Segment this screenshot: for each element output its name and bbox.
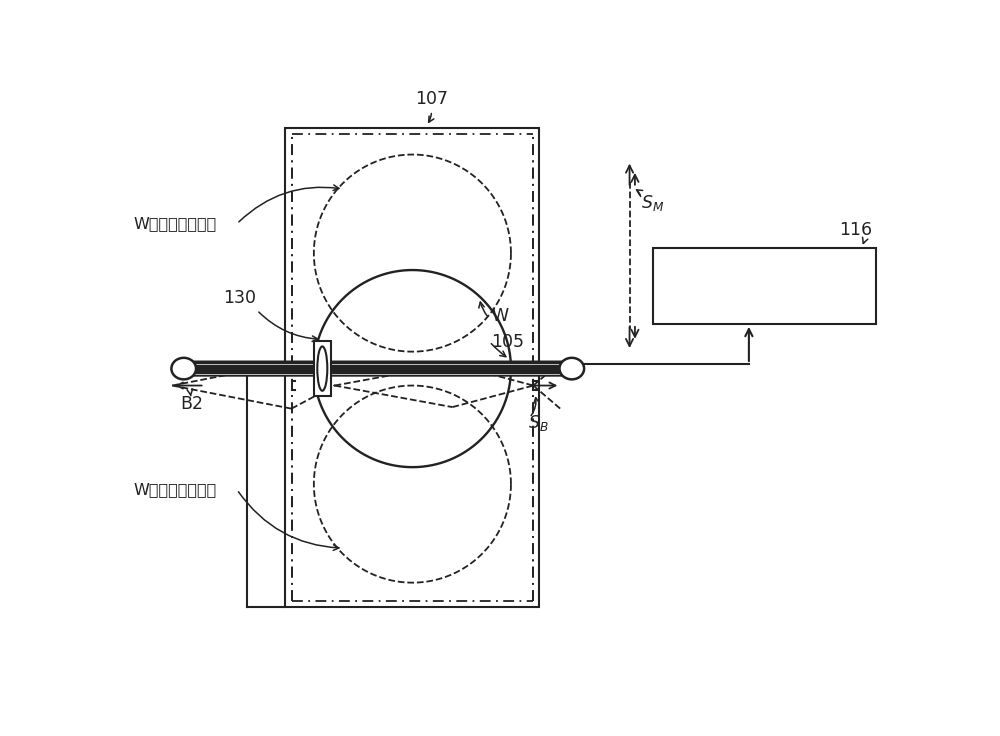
Bar	[653, 249, 876, 324]
Text: 105: 105	[491, 333, 524, 350]
Text: $S_M$: $S_M$	[641, 193, 664, 213]
Text: W（最下方位置）: W（最下方位置）	[134, 482, 217, 497]
Text: B2: B2	[180, 394, 203, 413]
Bar	[314, 341, 331, 396]
FancyBboxPatch shape	[186, 361, 569, 377]
Text: W（最上方位置）: W（最上方位置）	[134, 216, 217, 231]
Ellipse shape	[171, 358, 196, 379]
Text: 130: 130	[223, 289, 256, 307]
Bar	[285, 127, 539, 607]
Text: 107: 107	[415, 91, 448, 108]
Text: $S_B$: $S_B$	[528, 412, 549, 433]
Text: W: W	[491, 307, 508, 325]
Text: 116: 116	[839, 222, 872, 239]
Ellipse shape	[559, 358, 584, 379]
Ellipse shape	[317, 347, 327, 391]
